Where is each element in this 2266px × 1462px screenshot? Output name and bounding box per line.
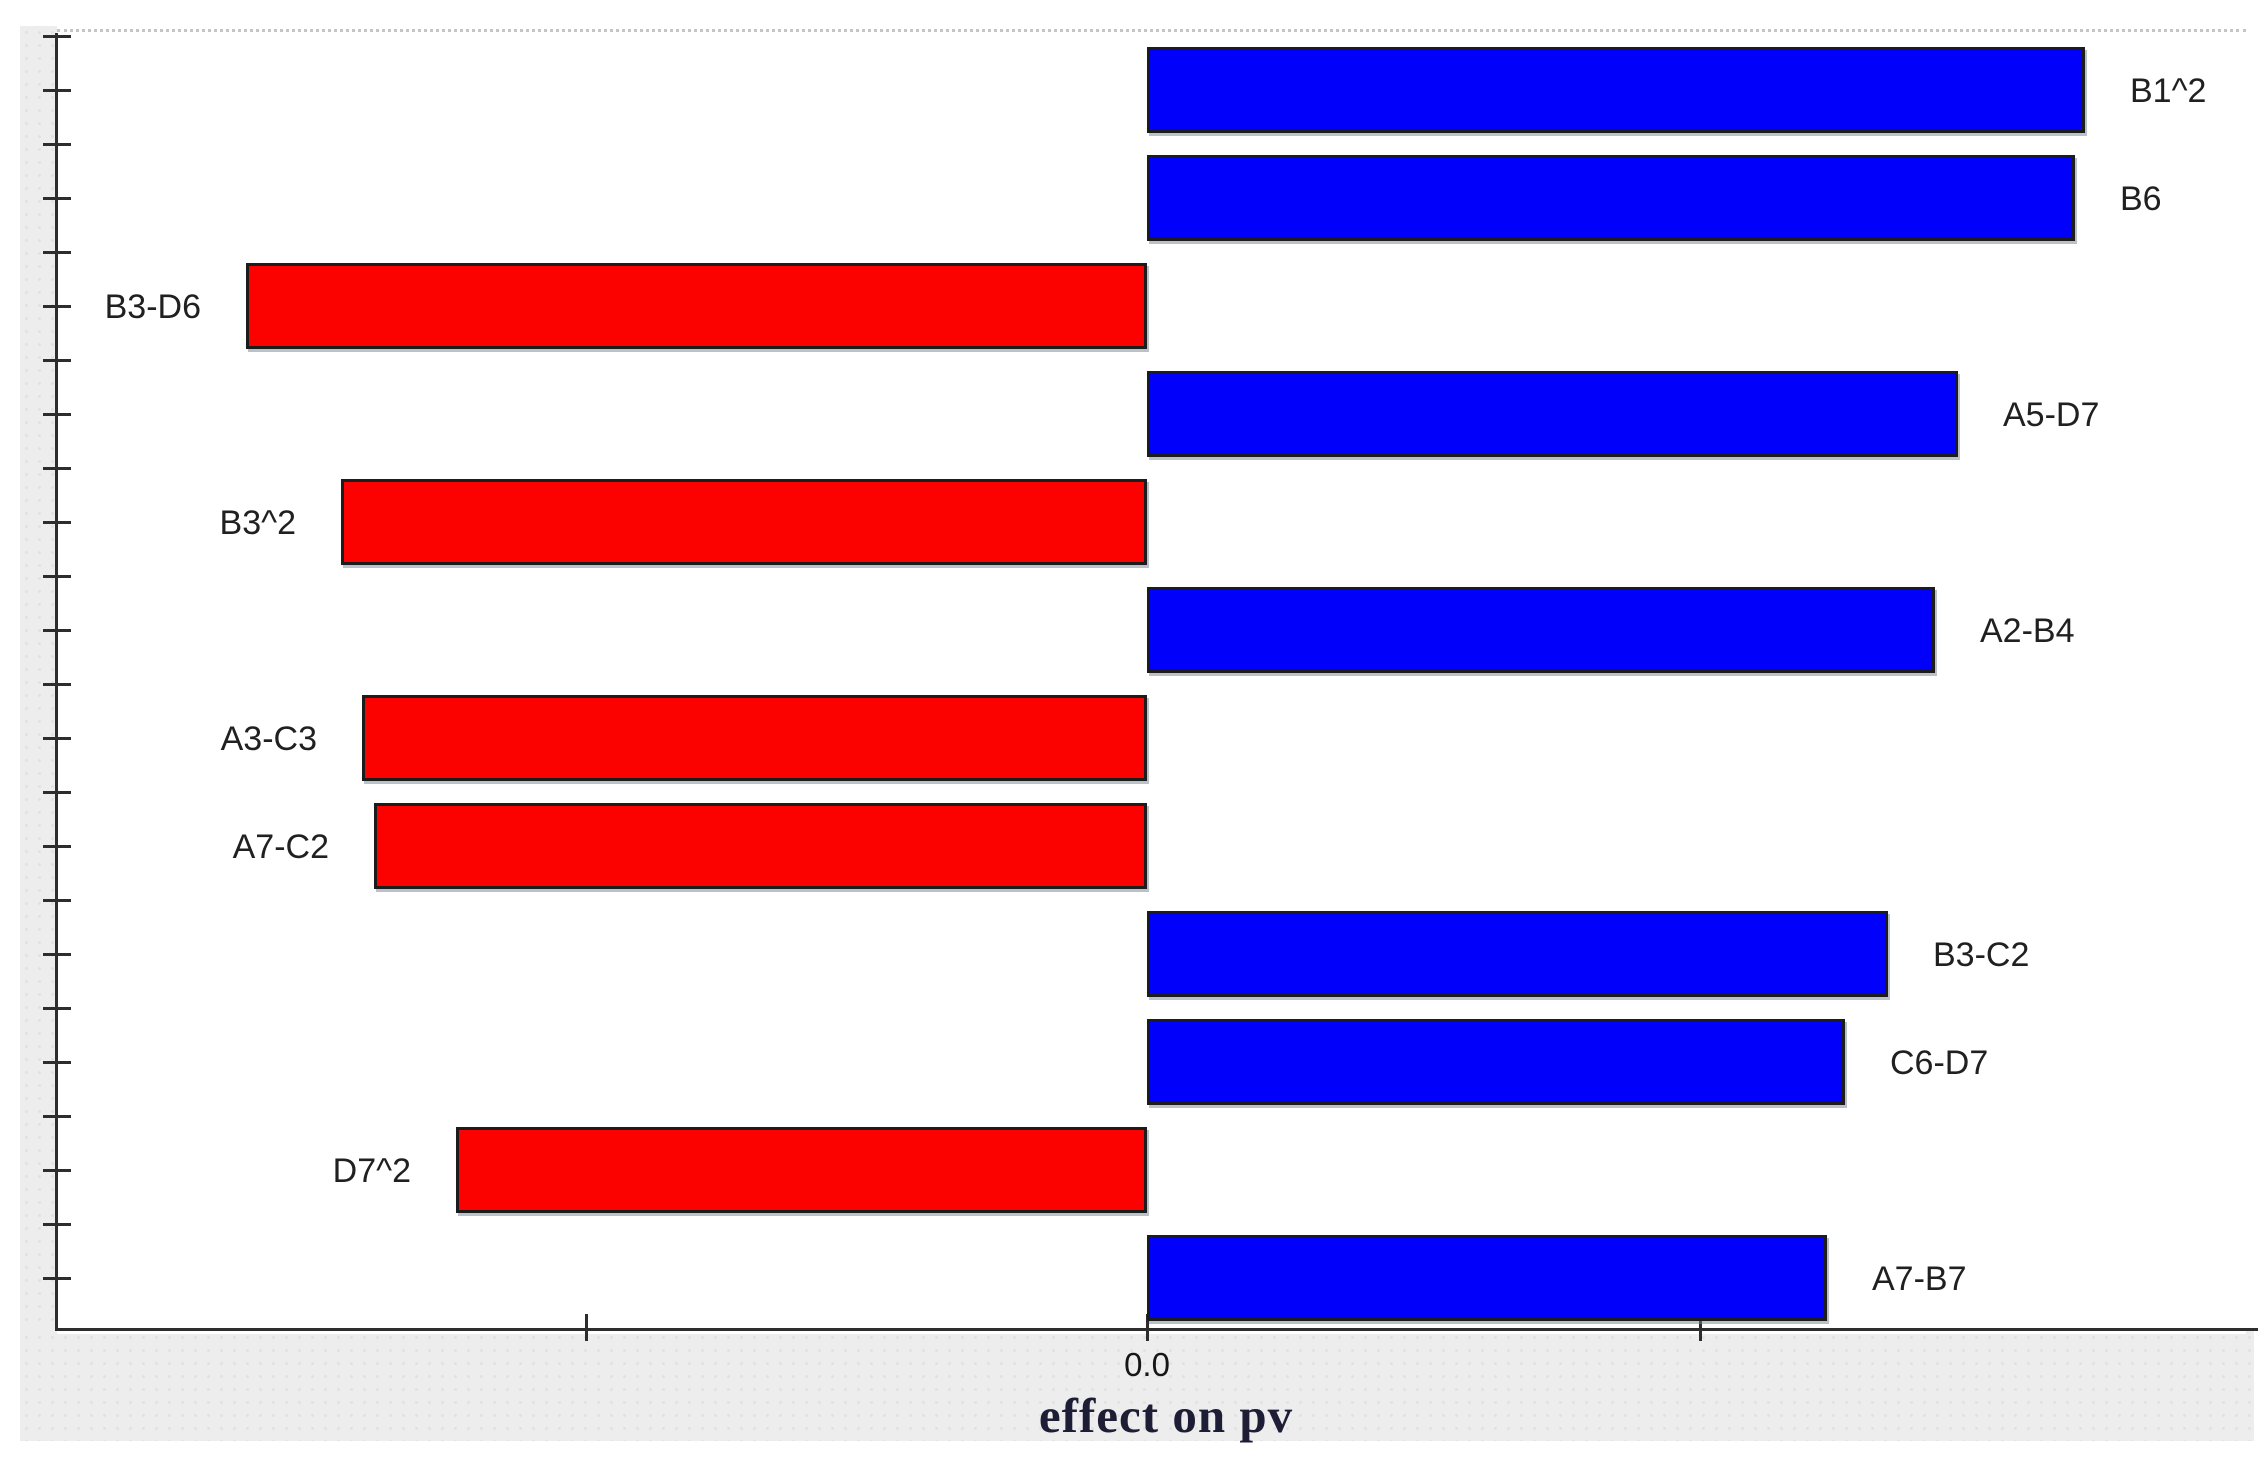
- bar-label-B3^2: B3^2: [219, 504, 296, 542]
- bar-A3-C3: [362, 695, 1147, 781]
- y-axis-tick: [43, 575, 71, 578]
- y-axis-tick: [43, 1223, 71, 1226]
- y-axis-tick: [43, 521, 71, 524]
- x-axis-tick: [585, 1314, 588, 1341]
- bar-label-B1^2: B1^2: [2130, 72, 2207, 110]
- y-axis-line: [55, 33, 58, 1331]
- y-axis-tick: [43, 845, 71, 848]
- bar-label-D7^2: D7^2: [332, 1152, 411, 1190]
- bar-label-A7-C2: A7-C2: [232, 828, 329, 866]
- bar-A2-B4: [1147, 587, 1935, 673]
- y-axis-tick: [43, 143, 71, 146]
- bar-D7^2: [456, 1127, 1147, 1213]
- bar-label-C6-D7: C6-D7: [1890, 1044, 1989, 1082]
- y-axis-tick: [43, 953, 71, 956]
- x-axis-tick: [1699, 1314, 1702, 1341]
- chart-frame-left: [20, 26, 57, 1440]
- y-axis-tick: [43, 197, 71, 200]
- bar-A5-D7: [1147, 371, 1958, 457]
- y-axis-tick: [43, 1277, 71, 1280]
- bar-A7-B7: [1147, 1235, 1827, 1321]
- x-axis-title: effect on pv: [1038, 1388, 1294, 1443]
- y-axis-tick: [43, 305, 71, 308]
- bar-label-A7-B7: A7-B7: [1872, 1260, 1967, 1298]
- y-axis-tick: [43, 737, 71, 740]
- y-axis-tick: [43, 413, 71, 416]
- bar-B3^2: [341, 479, 1147, 565]
- bar-C6-D7: [1147, 1019, 1845, 1105]
- x-axis-tick: [1146, 1314, 1149, 1341]
- chart-frame-bottom: [20, 1331, 2254, 1441]
- bar-B3-C2: [1147, 911, 1888, 997]
- y-axis-tick: [43, 1007, 71, 1010]
- bar-label-A3-C3: A3-C3: [220, 720, 317, 758]
- y-axis-tick: [43, 35, 71, 38]
- y-axis-tick: [43, 467, 71, 470]
- x-axis-zero-tick-label: 0.0: [1124, 1346, 1170, 1383]
- bar-B1^2: [1147, 47, 2085, 133]
- bar-label-A5-D7: A5-D7: [2003, 396, 2100, 434]
- y-axis-tick: [43, 899, 71, 902]
- y-axis-tick: [43, 1115, 71, 1118]
- bar-B6: [1147, 155, 2075, 241]
- bar-label-B3-D6: B3-D6: [104, 288, 201, 326]
- x-axis-line: [55, 1328, 2258, 1331]
- y-axis-tick: [43, 1061, 71, 1064]
- y-axis-tick: [43, 791, 71, 794]
- y-axis-tick: [43, 89, 71, 92]
- bar-B3-D6: [246, 263, 1147, 349]
- bar-A7-C2: [374, 803, 1147, 889]
- bar-label-B3-C2: B3-C2: [1933, 936, 2030, 974]
- y-axis-tick: [43, 359, 71, 362]
- plot-area: [57, 29, 2246, 1334]
- y-axis-tick: [43, 251, 71, 254]
- y-axis-tick: [43, 1169, 71, 1172]
- bar-label-B6: B6: [2120, 180, 2162, 218]
- y-axis-tick: [43, 629, 71, 632]
- bar-label-A2-B4: A2-B4: [1980, 612, 2075, 650]
- y-axis-tick: [43, 683, 71, 686]
